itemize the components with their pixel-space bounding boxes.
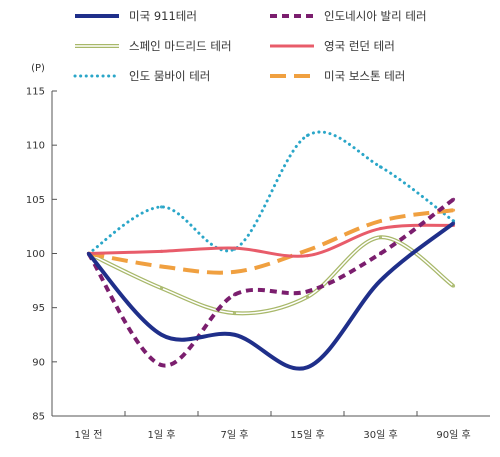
series-2-line-outer: [87, 235, 455, 316]
series-0-point: [232, 333, 237, 337]
series-5-point: [451, 208, 456, 212]
legend-label: 영국 런던 테러: [324, 39, 395, 53]
legend-label: 스페인 마드리드 테러: [129, 39, 232, 53]
y-unit-label: (P): [31, 63, 45, 74]
series-2-point: [378, 235, 383, 239]
series-3-line: [88, 223, 454, 258]
x-tick-label: 90일 후: [436, 429, 470, 441]
y-tick-label: 85: [32, 412, 45, 423]
series-3-point: [232, 246, 237, 250]
legend-item-4: 인도 뭄바이 테러: [73, 69, 210, 83]
x-tick-label: 1일 전: [75, 429, 103, 441]
series-1-point: [451, 197, 456, 201]
legend-item-2: 스페인 마드리드 테러: [75, 39, 232, 53]
legend-label: 인도 뭄바이 테러: [129, 69, 210, 83]
series-0-point: [451, 221, 456, 225]
legend-item-5: 미국 보스톤 테러: [270, 69, 405, 83]
series-4-point: [378, 165, 383, 169]
y-tick-label: 100: [26, 249, 45, 260]
legend-label: 미국 911테러: [129, 9, 197, 23]
series-4-point: [305, 133, 310, 138]
series-4-line: [87, 130, 455, 255]
series-2-point: [232, 311, 237, 315]
series-3-point: [378, 226, 383, 231]
series-2-point: [451, 284, 456, 288]
y-tick-label: 90: [32, 357, 45, 368]
legend-item-0: 미국 911테러: [75, 9, 197, 23]
x-tick-label: 30일 후: [363, 429, 397, 441]
y-tick-label: 95: [32, 303, 45, 314]
series-0-point: [159, 333, 164, 337]
series-5-point: [232, 270, 237, 274]
series-2-point: [159, 286, 164, 290]
x-tick-label: 7일 후: [221, 429, 249, 441]
series-0-line: [87, 221, 455, 371]
series-1-point: [305, 289, 310, 294]
series-5-point: [159, 264, 164, 269]
x-tick-label: 15일 후: [290, 429, 324, 441]
series-1-point: [232, 293, 237, 297]
series-1-point: [159, 363, 164, 367]
series-3-point: [159, 249, 164, 253]
series-2-point: [305, 295, 310, 299]
legend-item-1: 인도네시아 발리 테러: [270, 9, 427, 23]
legend-item-3: 영국 런던 테러: [270, 39, 395, 53]
x-tick-label: 1일 후: [148, 429, 176, 441]
y-tick-label: 115: [26, 87, 45, 98]
legend-label: 미국 보스톤 테러: [324, 69, 405, 83]
series-1-line: [86, 197, 455, 368]
series-5-point: [305, 248, 310, 252]
axes: 85 90 95 100 105 110 115 1일 전 1일 후 7일 후 15일 후 30일 후…: [26, 87, 490, 441]
series-0-point: [305, 365, 310, 369]
series-2-line-inner: [88, 236, 454, 315]
y-tick-label: 105: [26, 195, 45, 206]
series-1-point: [378, 251, 383, 256]
series-0-point: [378, 278, 383, 283]
series-5-point: [378, 219, 383, 223]
series-layer: [86, 130, 456, 371]
series-4-point: [159, 205, 164, 209]
y-tick-label: 110: [26, 141, 45, 152]
series-0-point: [86, 251, 91, 256]
legend-label: 인도네시아 발리 테러: [324, 9, 427, 23]
series-3-point: [305, 254, 310, 258]
